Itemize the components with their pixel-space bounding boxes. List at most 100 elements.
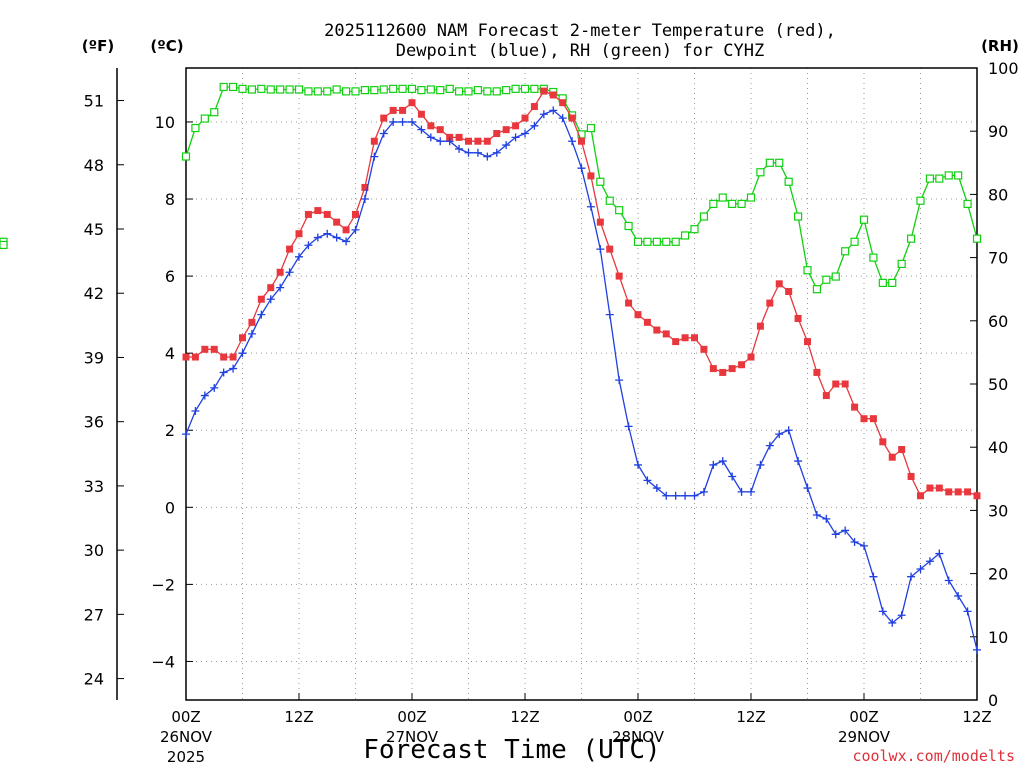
temperature-point (521, 114, 529, 122)
temperature-point (201, 345, 209, 353)
rh-point (671, 237, 680, 246)
time-tick-label: 00Z (623, 708, 652, 726)
dewpoint-point (502, 141, 511, 150)
temperature-point (869, 415, 877, 423)
temperature-point (719, 368, 727, 376)
dewpoint-point (530, 121, 539, 130)
temperature-point (860, 415, 868, 423)
rh-point (690, 225, 699, 234)
temperature-point (540, 87, 548, 95)
temperature-point (455, 133, 463, 141)
time-tick-label: 12Z (284, 708, 313, 726)
chart-title-line1: 2025112600 NAM Forecast 2-meter Temperat… (324, 21, 836, 41)
rh-point (850, 237, 859, 246)
dewpoint-point (455, 144, 464, 153)
temperature-point (474, 137, 482, 145)
dewpoint-point (803, 484, 812, 493)
dewpoint-point (247, 329, 256, 338)
temperature-point (323, 210, 331, 218)
rh-point (944, 171, 953, 180)
fahrenheit-tick-label: 24 (84, 670, 104, 689)
temperature-point (888, 453, 896, 461)
dewpoint-point (841, 526, 850, 535)
rh-point (398, 84, 407, 93)
temperature-point (568, 114, 576, 122)
rh-point (351, 87, 360, 96)
rh-point (954, 171, 963, 180)
dewpoint-point (483, 152, 492, 161)
dewpoint-point (709, 460, 718, 469)
temperature-point (691, 334, 698, 342)
temperature-point (191, 353, 199, 361)
temperature-point (700, 345, 708, 353)
temperature-point (917, 492, 924, 500)
rh-point (718, 193, 727, 202)
dewpoint-point (276, 283, 285, 292)
rh-point (803, 266, 812, 275)
temperature-point (832, 380, 840, 388)
temperature-point (973, 492, 981, 500)
rh-point (389, 84, 398, 93)
rh-point (775, 158, 784, 167)
dewpoint-point (285, 268, 294, 277)
dewpoint-point (718, 457, 727, 466)
fahrenheit-tick-label: 42 (84, 284, 104, 303)
dewpoint-point (643, 476, 652, 485)
dewpoint-point (652, 484, 661, 493)
rh-point (200, 114, 209, 123)
dewpoint-point (464, 148, 473, 157)
dewpoint-point (615, 376, 624, 385)
temperature-point (935, 484, 943, 492)
celsius-tick-label: 6 (165, 267, 175, 286)
rh-point (822, 275, 831, 284)
chart-title-line2: Dewpoint (blue), RH (green) for CYHZ (396, 41, 764, 61)
celsius-unit-label: (ºC) (150, 37, 183, 55)
temperature-point (804, 338, 811, 346)
rh-point (916, 196, 925, 205)
temperature-point (738, 361, 746, 369)
rh-unit-label: (RH) (981, 37, 1019, 55)
dewpoint-point (925, 557, 934, 566)
temperature-point (267, 284, 275, 292)
rh-point (963, 199, 972, 208)
temperature-point (276, 268, 284, 276)
temperature-point (380, 114, 388, 122)
dewpoint-point (351, 225, 360, 234)
dewpoint-point (794, 457, 803, 466)
temperature-point (286, 245, 294, 253)
fahrenheit-unit-label: (ºF) (82, 37, 114, 55)
dewpoint-point (492, 148, 501, 157)
dewpoint-point (304, 241, 313, 250)
rh-point (652, 237, 661, 246)
dewpoint-point (539, 110, 548, 119)
rh-point (925, 174, 935, 183)
dewpoint-point (521, 129, 529, 138)
time-date-label: 27NOV (386, 728, 439, 746)
dewpoint-point (775, 430, 784, 439)
celsius-tick-label: −4 (151, 652, 175, 671)
celsius-tick-label: 2 (165, 421, 175, 440)
rh-point (370, 86, 379, 95)
dewpoint-point (426, 133, 435, 142)
dewpoint-point (831, 530, 840, 539)
temperature-point (964, 488, 972, 496)
rh-point (935, 174, 944, 183)
time-date-label: 28NOV (612, 728, 665, 746)
dewpoint-point (737, 487, 746, 496)
rh-point (360, 86, 370, 95)
temperature-point (926, 484, 934, 492)
dewpoint-point (662, 491, 671, 500)
rh-point (596, 177, 605, 186)
dewpoint-point (568, 137, 577, 146)
rh-point (483, 87, 492, 96)
fahrenheit-tick-label: 27 (84, 605, 104, 624)
rh-point (313, 87, 322, 96)
dewpoint-point (417, 125, 426, 134)
dewpoint-point (370, 152, 379, 161)
dewpoint-point (238, 349, 247, 358)
rh-tick-label: 80 (988, 185, 1008, 204)
rh-point (888, 278, 897, 287)
rh-point (624, 221, 633, 231)
rh-point (294, 85, 304, 94)
dewpoint-point (963, 607, 972, 616)
